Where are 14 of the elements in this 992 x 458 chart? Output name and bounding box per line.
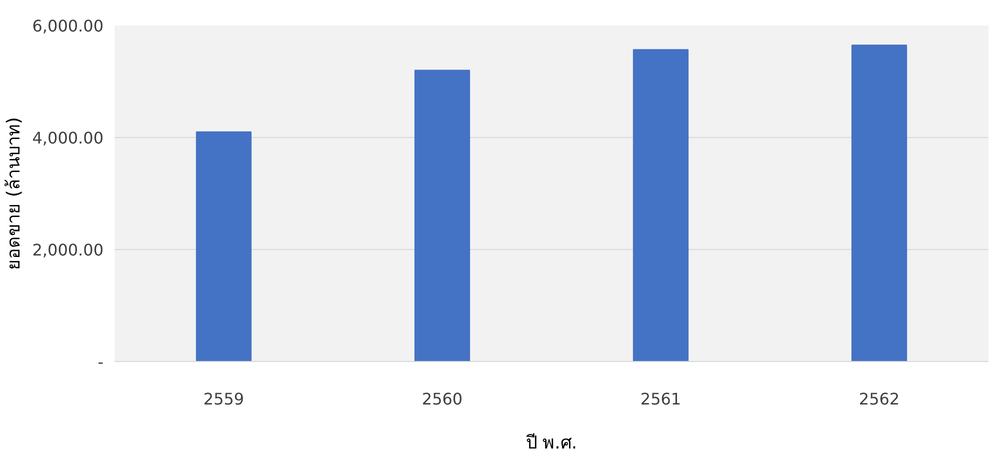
- y-tick-label: -: [98, 352, 104, 372]
- x-axis-title: ปี พ.ศ.: [526, 432, 578, 454]
- bar: [196, 131, 252, 362]
- x-tick-label: 2560: [422, 390, 463, 408]
- y-tick-label: 4,000.00: [32, 128, 104, 148]
- y-tick-label: 2,000.00: [32, 240, 104, 260]
- x-tick-label: 2559: [203, 390, 244, 408]
- x-tick-label: 2561: [640, 390, 682, 408]
- bar: [632, 49, 689, 362]
- bar: [414, 70, 470, 362]
- y-axis-title: ยอดขาย (ล้านบาท): [3, 117, 24, 270]
- bar: [851, 44, 908, 362]
- x-tick-label: 2562: [858, 390, 900, 408]
- y-tick-label: 6,000.00: [32, 16, 104, 36]
